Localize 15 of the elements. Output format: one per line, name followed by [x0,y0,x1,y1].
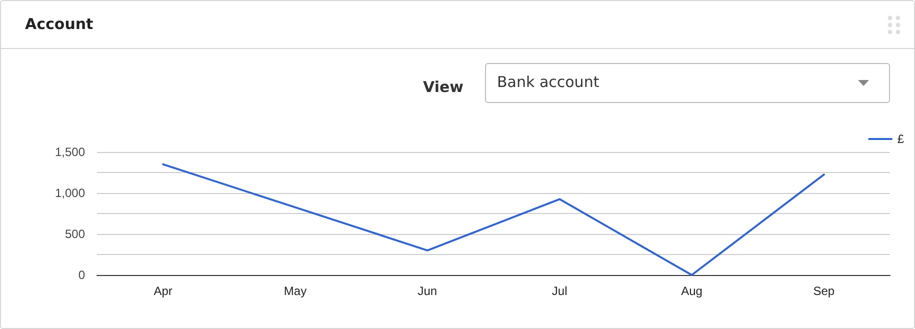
y-tick-label: 1,500 [54,145,86,159]
y-tick-label: 0 [78,268,86,282]
y-tick-label: 1,000 [54,186,86,200]
legend-label: £ [897,132,904,146]
x-tick-label: Aug [681,284,702,298]
x-tick-label: Jun [418,284,438,298]
x-tick-label: Apr [154,284,172,298]
line-series [162,163,825,276]
x-tick-label: Jul [552,284,568,298]
y-tick-label: 500 [64,227,86,241]
x-tick-label: Sep [813,284,835,298]
dropdown-field: Bank account [485,63,890,103]
x-tick-label: May [284,284,307,298]
chart-title: Account [25,15,94,33]
text: View [423,78,464,96]
